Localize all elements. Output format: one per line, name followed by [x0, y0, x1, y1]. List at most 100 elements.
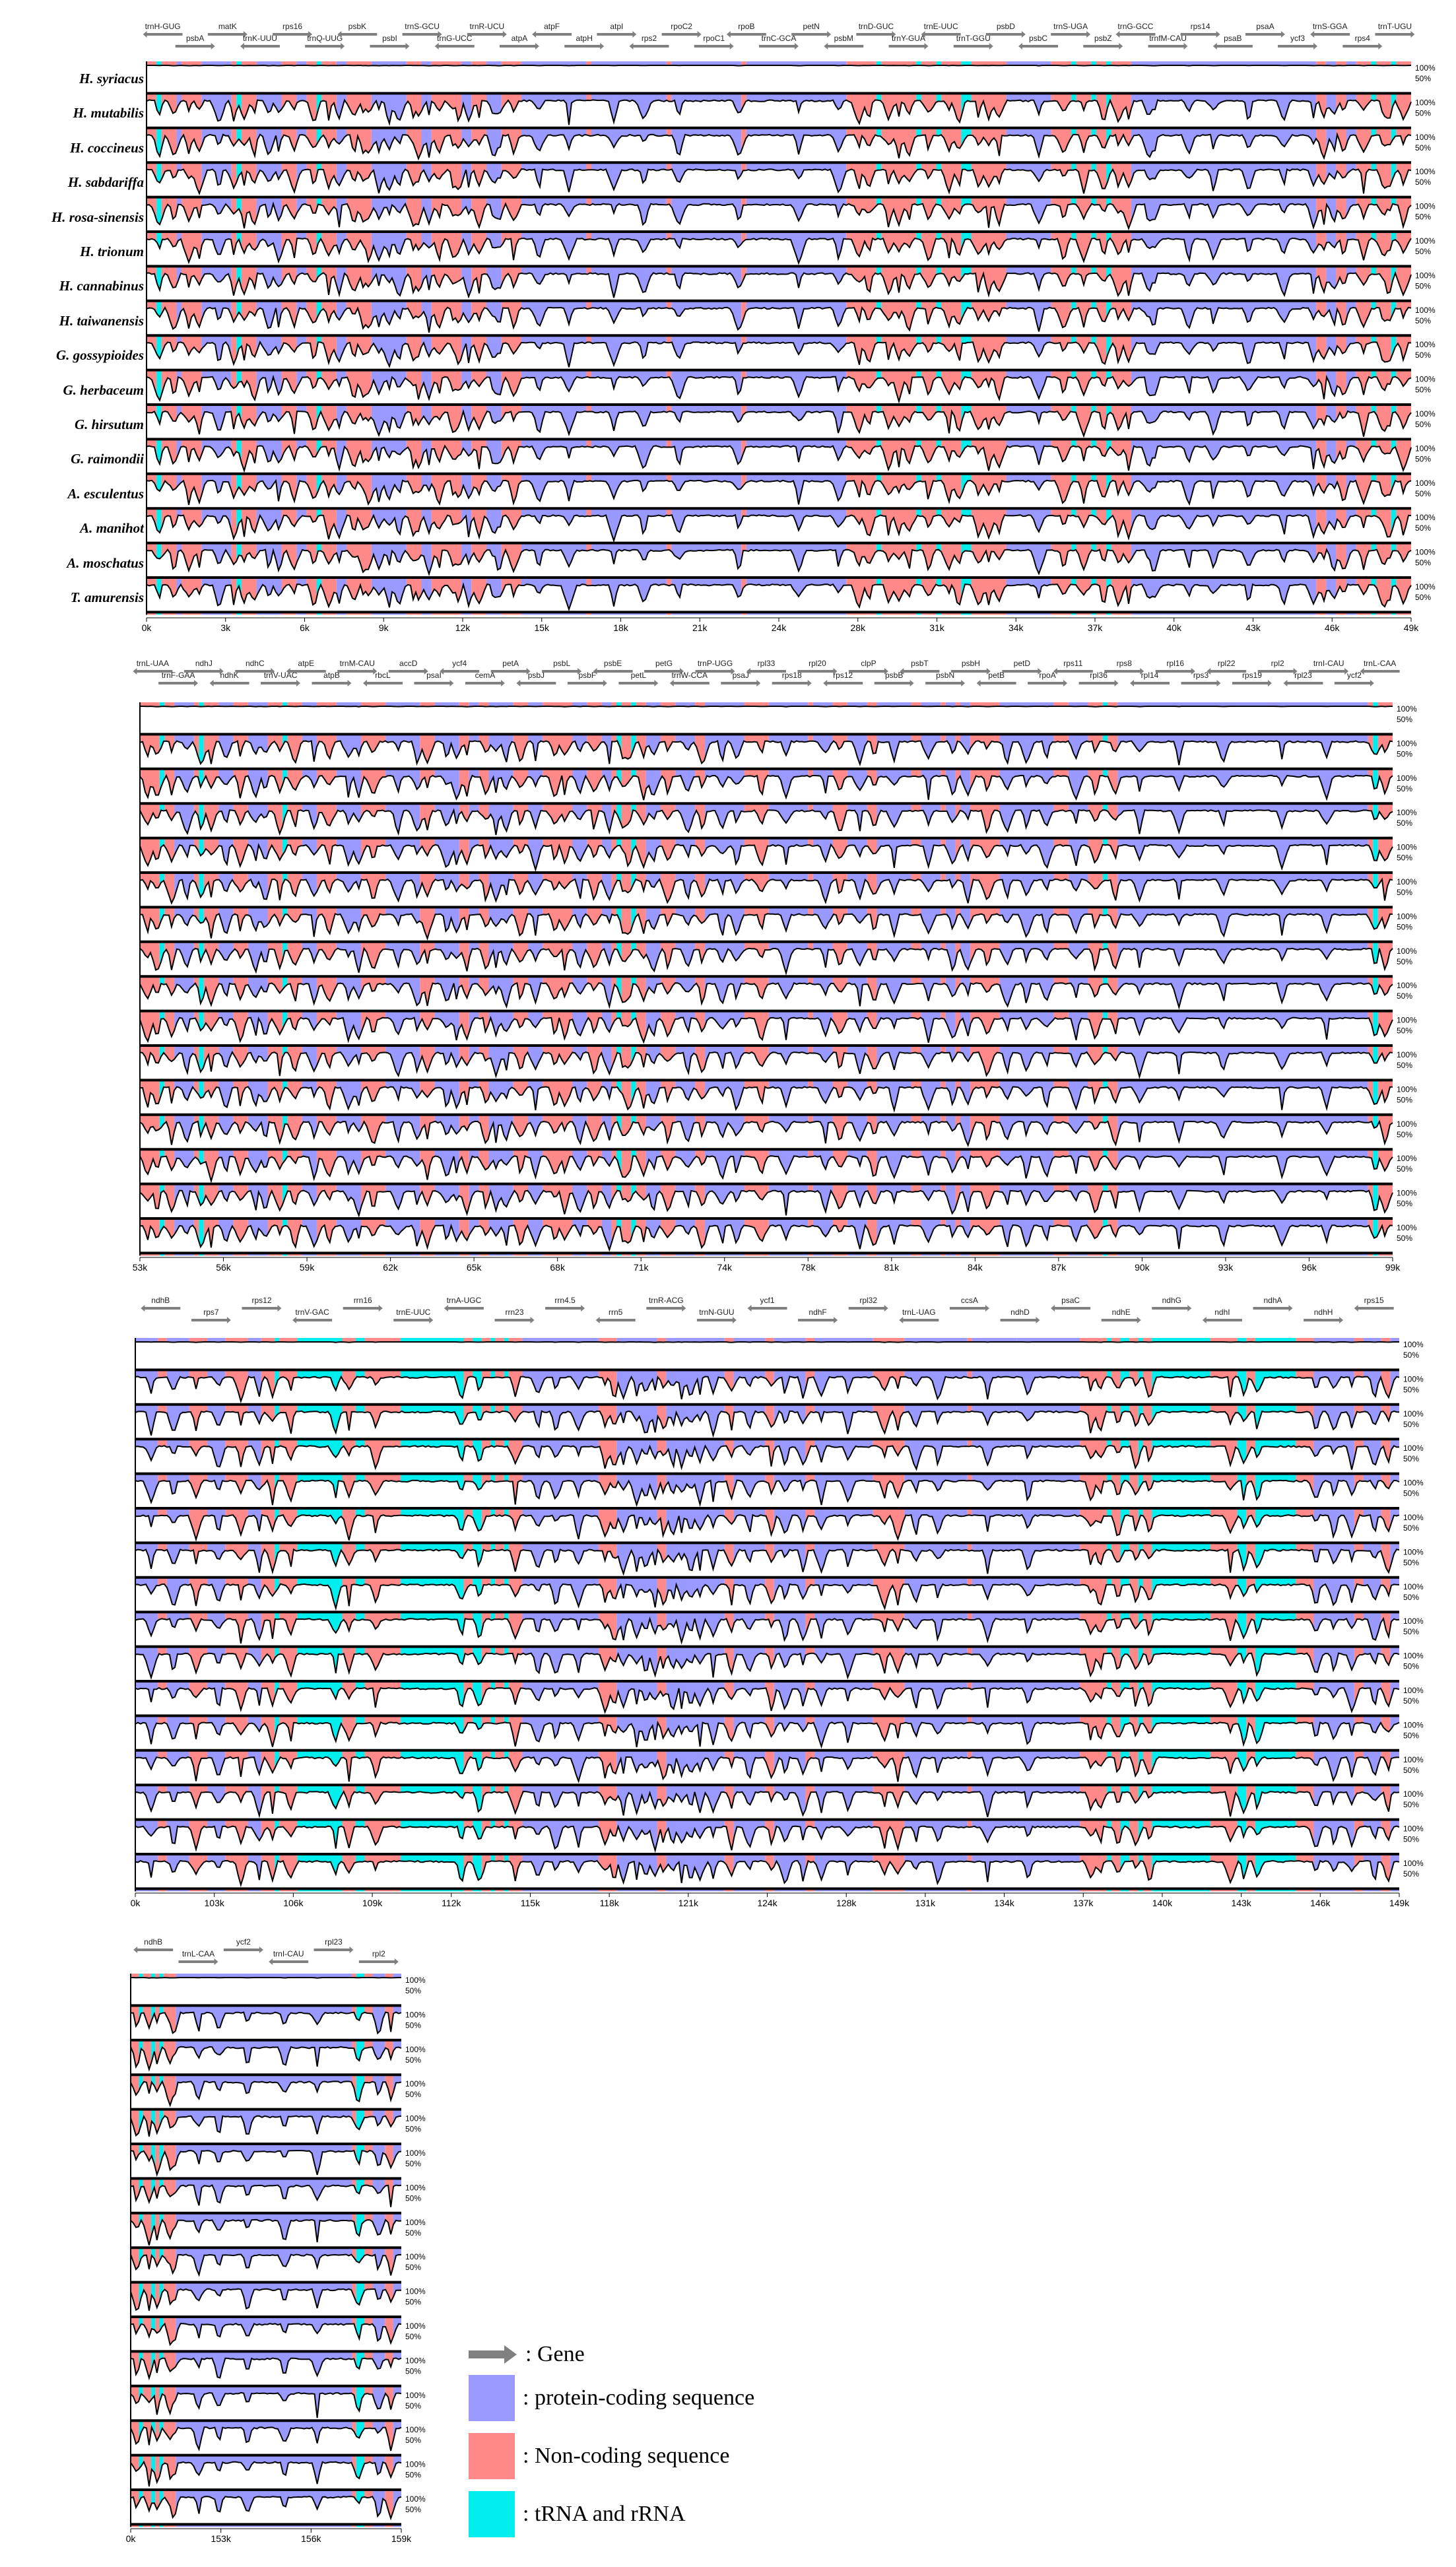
row-label-100: 100% — [405, 2218, 426, 2227]
row-label-100: 100% — [1415, 582, 1436, 591]
annotation-band — [199, 702, 204, 1256]
identity-curve-line — [146, 514, 1412, 543]
gene-arrow — [759, 43, 799, 50]
gene-arrow — [178, 1958, 218, 1965]
annotation-band — [287, 702, 302, 1256]
x-tick-label: 49k — [1404, 622, 1420, 633]
annotation-band — [275, 1338, 280, 1892]
gene-arrow — [1304, 1317, 1344, 1323]
species-label: A. moschatus — [67, 554, 144, 571]
gene-arrow — [874, 680, 914, 686]
gene-label: psbL — [553, 659, 570, 668]
annotation-band — [695, 702, 705, 1256]
annotation-band — [490, 1338, 496, 1892]
row-label-100: 100% — [405, 2010, 426, 2019]
identity-curve-line — [135, 1756, 1399, 1784]
row-label-100: 100% — [405, 2425, 426, 2434]
row-label-100: 100% — [1403, 1789, 1424, 1799]
row-label-100: 100% — [1415, 202, 1436, 211]
x-tick-label: 18k — [613, 622, 629, 633]
identity-curve-line — [135, 1514, 1400, 1542]
gene-arrow — [414, 680, 454, 686]
identity-curve-fill — [140, 810, 1393, 838]
identity-curve-line — [139, 1085, 1393, 1113]
gene-label: rps12 — [251, 1296, 271, 1305]
row-label-100: 100% — [1403, 1444, 1424, 1453]
gene-arrow — [695, 668, 735, 675]
row-label-50: 50% — [1415, 593, 1431, 602]
annotation-band — [176, 61, 182, 615]
row-label-50: 50% — [405, 2366, 421, 2376]
gene-label: rpl2 — [1271, 659, 1284, 668]
row-label-50: 50% — [1415, 489, 1431, 498]
gene-arrow — [209, 680, 249, 686]
row-label-100: 100% — [405, 2460, 426, 2469]
gene-arrow — [542, 668, 582, 675]
identity-curve-fill — [135, 1653, 1399, 1681]
gene-arrow — [985, 31, 1026, 38]
row-label-100: 100% — [1397, 1119, 1417, 1129]
identity-curve-line — [130, 2460, 402, 2487]
identity-curve-fill — [131, 2081, 401, 2109]
gene-label: trnT-UGU — [1378, 22, 1412, 31]
non-coding-swatch — [469, 2433, 515, 2479]
x-tick-label: 118k — [599, 1898, 619, 1908]
annotation-band — [967, 1338, 972, 1892]
gene-arrow — [516, 680, 556, 686]
gene-label: ndhJ — [195, 659, 213, 668]
annotation-band — [645, 702, 661, 1256]
gene-label: rps12 — [833, 671, 853, 680]
row-label-50: 50% — [405, 2332, 421, 2341]
row-label-100: 100% — [1415, 479, 1436, 488]
row-label-50: 50% — [1415, 247, 1431, 256]
annotation-band — [1246, 1338, 1255, 1892]
annotation-band — [420, 702, 435, 1256]
gene-arrow — [597, 31, 637, 38]
identity-curve-fill — [147, 307, 1411, 335]
gene-label: psaJ — [733, 671, 749, 680]
identity-curve-line — [139, 808, 1393, 836]
row-label-100: 100% — [1415, 133, 1436, 142]
gene-label: ccsA — [961, 1296, 978, 1305]
row-label-100: 100% — [405, 2252, 426, 2261]
row-label-100: 100% — [1415, 98, 1436, 107]
annotation-band — [372, 1974, 385, 2527]
annotation-band — [352, 1974, 356, 2527]
identity-curve-line — [146, 132, 1412, 161]
annotation-band — [469, 702, 479, 1256]
annotation-band — [1096, 61, 1107, 615]
gene-arrow — [1180, 31, 1220, 38]
gene-label: psbH — [962, 659, 980, 668]
row-label-100: 100% — [1403, 1479, 1424, 1488]
x-tick-label: 134k — [994, 1898, 1014, 1908]
annotation-band — [876, 61, 882, 615]
annotation-band — [1108, 702, 1118, 1256]
identity-curve-line — [139, 877, 1393, 905]
row-label-50: 50% — [1403, 1835, 1419, 1844]
x-tick-label: 6k — [300, 622, 310, 633]
identity-curve-fill — [140, 1156, 1393, 1183]
annotation-band — [1354, 1338, 1364, 1892]
annotation-band — [1071, 61, 1076, 615]
row-label-50: 50% — [405, 2505, 421, 2514]
row-label-50: 50% — [1403, 1558, 1419, 1567]
gene-arrow — [235, 668, 275, 675]
row-label-100: 100% — [1397, 704, 1417, 714]
x-tick-label: 131k — [915, 1898, 936, 1908]
row-label-50: 50% — [1403, 1869, 1419, 1879]
gene-arrow — [532, 31, 572, 38]
legend-label-protein-coding: : protein-coding sequence — [523, 2385, 755, 2410]
gene-label: trnS-GGA — [1313, 22, 1348, 31]
gene-arrow — [1148, 43, 1188, 50]
annotation-band — [1091, 61, 1096, 615]
identity-curve-line — [130, 2046, 402, 2072]
gene-arrow — [292, 1317, 333, 1323]
identity-curve-line — [147, 64, 1412, 67]
identity-curve-fill — [147, 584, 1411, 612]
identity-curve-line — [130, 2357, 402, 2381]
identity-curve-line — [146, 98, 1412, 126]
x-tick-label: 81k — [884, 1262, 900, 1273]
identity-curve-fill — [131, 1978, 401, 2005]
row-label-100: 100% — [1403, 1374, 1424, 1384]
annotation-band — [611, 702, 616, 1256]
